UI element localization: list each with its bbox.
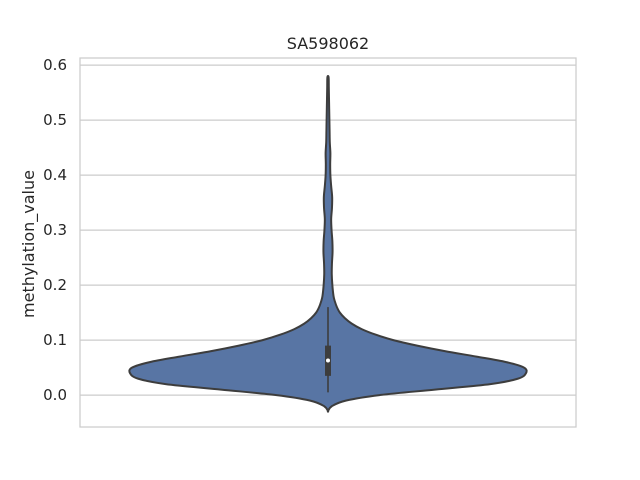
y-tick-label: 0.1 [43,331,67,349]
violin-body [128,75,528,413]
y-tick-labels: 0.0 0.1 0.2 0.3 0.4 0.5 0.6 [43,56,67,404]
violin-layer [128,75,528,413]
y-tick-label: 0.4 [43,166,67,184]
y-tick-label: 0.3 [43,221,67,239]
y-tick-label: 0.5 [43,111,67,129]
y-tick-label: 0.2 [43,276,67,294]
inner-boxplot [325,307,331,393]
chart-title: SA598062 [287,34,369,53]
plot-frame [79,57,577,428]
y-tick-label: 0.0 [43,386,67,404]
y-tick-label: 0.6 [43,56,67,74]
median-marker [326,358,330,363]
y-axis-label: methylation_value [19,170,39,318]
